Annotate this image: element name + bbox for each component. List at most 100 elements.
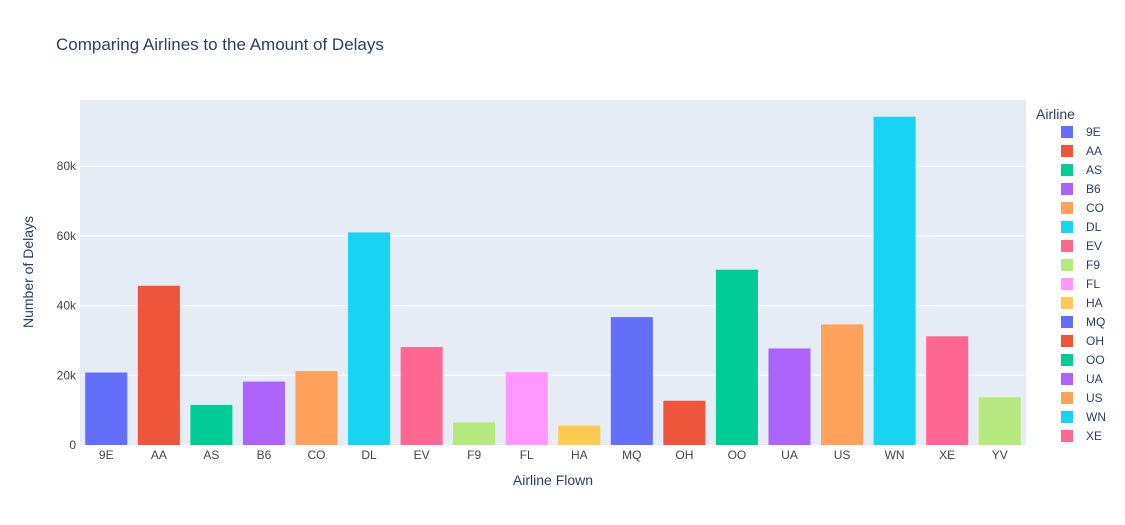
bar-ua[interactable] (768, 348, 811, 445)
legend-item-f9[interactable]: F9 (1061, 258, 1100, 272)
x-tick-label: F9 (467, 448, 481, 462)
x-axis-label: Airline Flown (513, 472, 593, 488)
bar-ev[interactable] (400, 347, 443, 445)
legend-item-oh[interactable]: OH (1061, 334, 1104, 348)
bar-oo[interactable] (715, 269, 758, 445)
legend: Airline 9E AA AS B6 CO DL EV F9 FL HA MQ OH OO UA US WN… (1036, 106, 1106, 443)
bar-us[interactable] (821, 324, 864, 445)
bar-co[interactable] (295, 371, 338, 445)
x-tick-label: HA (571, 448, 588, 462)
legend-item-dl[interactable]: DL (1061, 220, 1102, 234)
y-axis-label: Number of Delays (20, 216, 36, 328)
x-tick-label: EV (414, 448, 430, 462)
x-tick-label: AS (203, 448, 219, 462)
legend-swatch (1061, 221, 1073, 233)
bar-b6[interactable] (242, 381, 285, 445)
legend-label: AS (1086, 163, 1102, 177)
legend-swatch (1061, 259, 1073, 271)
plot-area (80, 100, 1026, 445)
x-tick-label: UA (781, 448, 798, 462)
bar-mq[interactable] (610, 317, 653, 445)
y-tick-label: 40k (57, 299, 77, 313)
x-axis-ticks: 9E AA AS B6 CO DL EV F9 FL HA MQ OH OO UA US WN XE YV (99, 448, 1008, 462)
bar-9e[interactable] (85, 372, 128, 445)
legend-label: OO (1086, 353, 1105, 367)
legend-item-b6[interactable]: B6 (1061, 182, 1101, 196)
legend-swatch (1061, 354, 1073, 366)
x-tick-label: DL (361, 448, 377, 462)
bars (85, 116, 1021, 446)
legend-item-ua[interactable]: UA (1061, 372, 1103, 386)
x-tick-label: OH (675, 448, 693, 462)
legend-swatch (1061, 240, 1073, 252)
gridlines (80, 165, 1026, 376)
legend-swatch (1061, 411, 1073, 423)
legend-swatch (1061, 392, 1073, 404)
legend-item-aa[interactable]: AA (1061, 144, 1102, 158)
x-tick-label: MQ (622, 448, 641, 462)
legend-item-oo[interactable]: OO (1061, 353, 1105, 367)
bar-yv[interactable] (978, 397, 1021, 445)
x-tick-label: CO (308, 448, 326, 462)
legend-item-xe[interactable]: XE (1061, 429, 1102, 443)
bar-dl[interactable] (348, 232, 391, 445)
y-tick-label: 0 (69, 438, 76, 452)
legend-swatch (1061, 202, 1073, 214)
y-tick-label: 20k (57, 368, 77, 382)
legend-swatch (1061, 183, 1073, 195)
bar-as[interactable] (190, 404, 233, 445)
legend-label: OH (1086, 334, 1104, 348)
legend-swatch (1061, 316, 1073, 328)
legend-label: CO (1086, 201, 1104, 215)
bar-oh[interactable] (663, 400, 706, 445)
x-tick-label: XE (939, 448, 955, 462)
legend-item-ha[interactable]: HA (1061, 296, 1103, 310)
x-tick-label: US (834, 448, 851, 462)
legend-label: DL (1086, 220, 1102, 234)
legend-item-fl[interactable]: FL (1061, 277, 1100, 291)
x-tick-label: B6 (257, 448, 272, 462)
legend-item-9e[interactable]: 9E (1061, 125, 1101, 139)
legend-item-as[interactable]: AS (1061, 163, 1102, 177)
legend-label: B6 (1086, 182, 1101, 196)
bar-f9[interactable] (453, 422, 496, 445)
x-tick-label: FL (520, 448, 534, 462)
legend-label: F9 (1086, 258, 1100, 272)
bar-ha[interactable] (558, 425, 601, 445)
legend-swatch (1061, 278, 1073, 290)
x-tick-label: 9E (99, 448, 114, 462)
x-tick-label: OO (728, 448, 747, 462)
legend-label: US (1086, 391, 1103, 405)
legend-swatch (1061, 145, 1073, 157)
x-tick-label: AA (151, 448, 167, 462)
legend-item-us[interactable]: US (1061, 391, 1103, 405)
bar-wn[interactable] (873, 116, 916, 446)
legend-label: FL (1086, 277, 1100, 291)
x-tick-label: WN (885, 448, 905, 462)
x-tick-label: YV (992, 448, 1008, 462)
legend-label: EV (1086, 239, 1102, 253)
legend-item-mq[interactable]: MQ (1061, 315, 1105, 329)
bar-fl[interactable] (505, 372, 548, 445)
legend-swatch (1061, 164, 1073, 176)
legend-item-co[interactable]: CO (1061, 201, 1104, 215)
bar-aa[interactable] (137, 285, 180, 445)
legend-swatch (1061, 373, 1073, 385)
legend-swatch (1061, 126, 1073, 138)
y-axis-ticks: 0 20k 40k 60k 80k (57, 159, 77, 452)
legend-item-wn[interactable]: WN (1061, 410, 1106, 424)
legend-label: 9E (1086, 125, 1101, 139)
legend-label: AA (1086, 144, 1102, 158)
legend-swatch (1061, 430, 1073, 442)
legend-label: XE (1086, 429, 1102, 443)
legend-label: MQ (1086, 315, 1105, 329)
y-tick-label: 80k (57, 159, 77, 173)
legend-label: WN (1086, 410, 1106, 424)
legend-item-ev[interactable]: EV (1061, 239, 1102, 253)
chart-title: Comparing Airlines to the Amount of Dela… (56, 35, 384, 54)
legend-label: HA (1086, 296, 1103, 310)
y-tick-label: 60k (57, 229, 77, 243)
legend-title: Airline (1036, 106, 1075, 122)
bar-xe[interactable] (926, 336, 969, 445)
